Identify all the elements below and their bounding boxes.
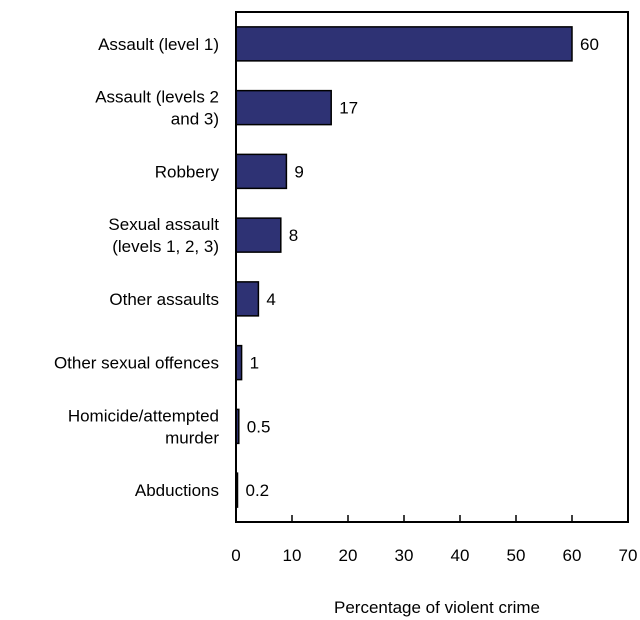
bar	[235, 26, 573, 62]
value-label: 4	[266, 290, 275, 309]
category-label: Abductions	[135, 481, 219, 500]
value-label: 60	[580, 35, 599, 54]
category-label: Assault (levels 2 and 3)	[95, 88, 219, 129]
value-label: 0.5	[247, 417, 271, 436]
x-ticks-group: 0 10 20 30 40 50 60 70	[231, 515, 637, 565]
value-label: 0.2	[246, 481, 270, 500]
category-label: Robbery	[155, 162, 220, 181]
category-label: Sexual assault (levels 1, 2, 3)	[108, 215, 219, 256]
category-label: Assault (level 1)	[98, 35, 219, 54]
bar	[235, 217, 282, 253]
value-label: 17	[339, 99, 358, 118]
x-tick-label: 40	[451, 546, 470, 565]
value-label: 8	[289, 226, 298, 245]
bars-group	[235, 26, 573, 508]
value-labels-group: 60 17 9 8 4 1 0.5 0.2	[246, 35, 599, 500]
x-tick-label: 10	[283, 546, 302, 565]
bar	[235, 89, 332, 126]
x-tick-label: 30	[395, 546, 414, 565]
value-label: 9	[294, 162, 303, 181]
bar	[235, 153, 288, 190]
category-labels-group: Assault (level 1) Assault (levels 2 and 3)…	[54, 35, 220, 500]
bar	[235, 281, 260, 317]
x-tick-label: 70	[619, 546, 638, 565]
x-axis-title: Percentage of violent crime	[334, 598, 540, 617]
x-tick-label: 0	[231, 546, 240, 565]
value-label: 1	[250, 354, 259, 373]
x-tick-label: 20	[339, 546, 358, 565]
category-label: Other assaults	[109, 290, 219, 309]
x-tick-label: 50	[507, 546, 526, 565]
category-label: Homicide/attempted murder	[68, 406, 220, 447]
x-tick-label: 60	[563, 546, 582, 565]
plot-frame	[235, 11, 629, 523]
category-label: Other sexual offences	[54, 354, 219, 373]
